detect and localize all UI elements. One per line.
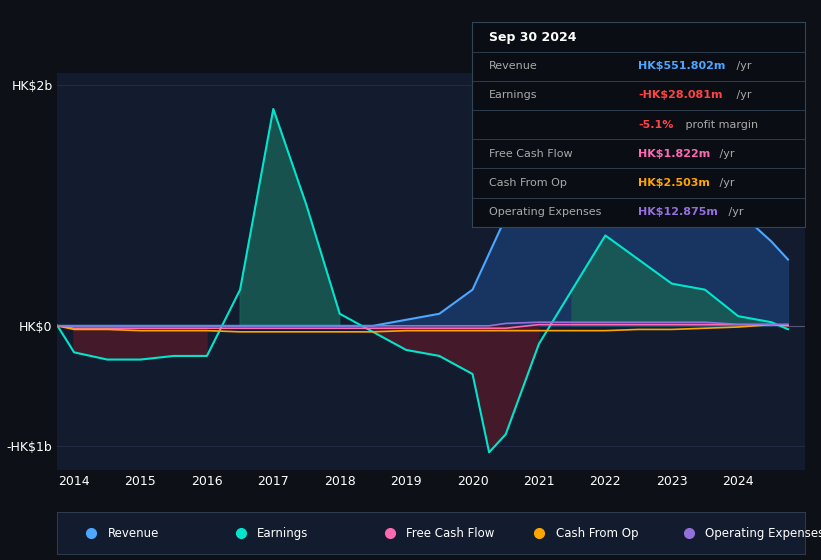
- Text: HK$2.503m: HK$2.503m: [639, 178, 710, 188]
- Text: Free Cash Flow: Free Cash Flow: [488, 149, 572, 159]
- Text: Cash From Op: Cash From Op: [488, 178, 566, 188]
- Text: Earnings: Earnings: [488, 90, 537, 100]
- Text: HK$1.822m: HK$1.822m: [639, 149, 711, 159]
- Text: HK$12.875m: HK$12.875m: [639, 207, 718, 217]
- Text: Cash From Op: Cash From Op: [556, 527, 638, 540]
- Text: profit margin: profit margin: [681, 120, 758, 129]
- Text: HK$551.802m: HK$551.802m: [639, 61, 726, 71]
- Text: -5.1%: -5.1%: [639, 120, 674, 129]
- Text: Operating Expenses: Operating Expenses: [488, 207, 601, 217]
- Text: Free Cash Flow: Free Cash Flow: [406, 527, 495, 540]
- Text: Sep 30 2024: Sep 30 2024: [488, 30, 576, 44]
- Text: Revenue: Revenue: [108, 527, 159, 540]
- Text: Earnings: Earnings: [257, 527, 309, 540]
- Text: Revenue: Revenue: [488, 61, 538, 71]
- Text: Operating Expenses: Operating Expenses: [705, 527, 821, 540]
- Text: /yr: /yr: [733, 61, 752, 71]
- Text: /yr: /yr: [716, 149, 735, 159]
- Text: /yr: /yr: [733, 90, 752, 100]
- Text: /yr: /yr: [716, 178, 735, 188]
- Text: -HK$28.081m: -HK$28.081m: [639, 90, 722, 100]
- Text: /yr: /yr: [725, 207, 743, 217]
